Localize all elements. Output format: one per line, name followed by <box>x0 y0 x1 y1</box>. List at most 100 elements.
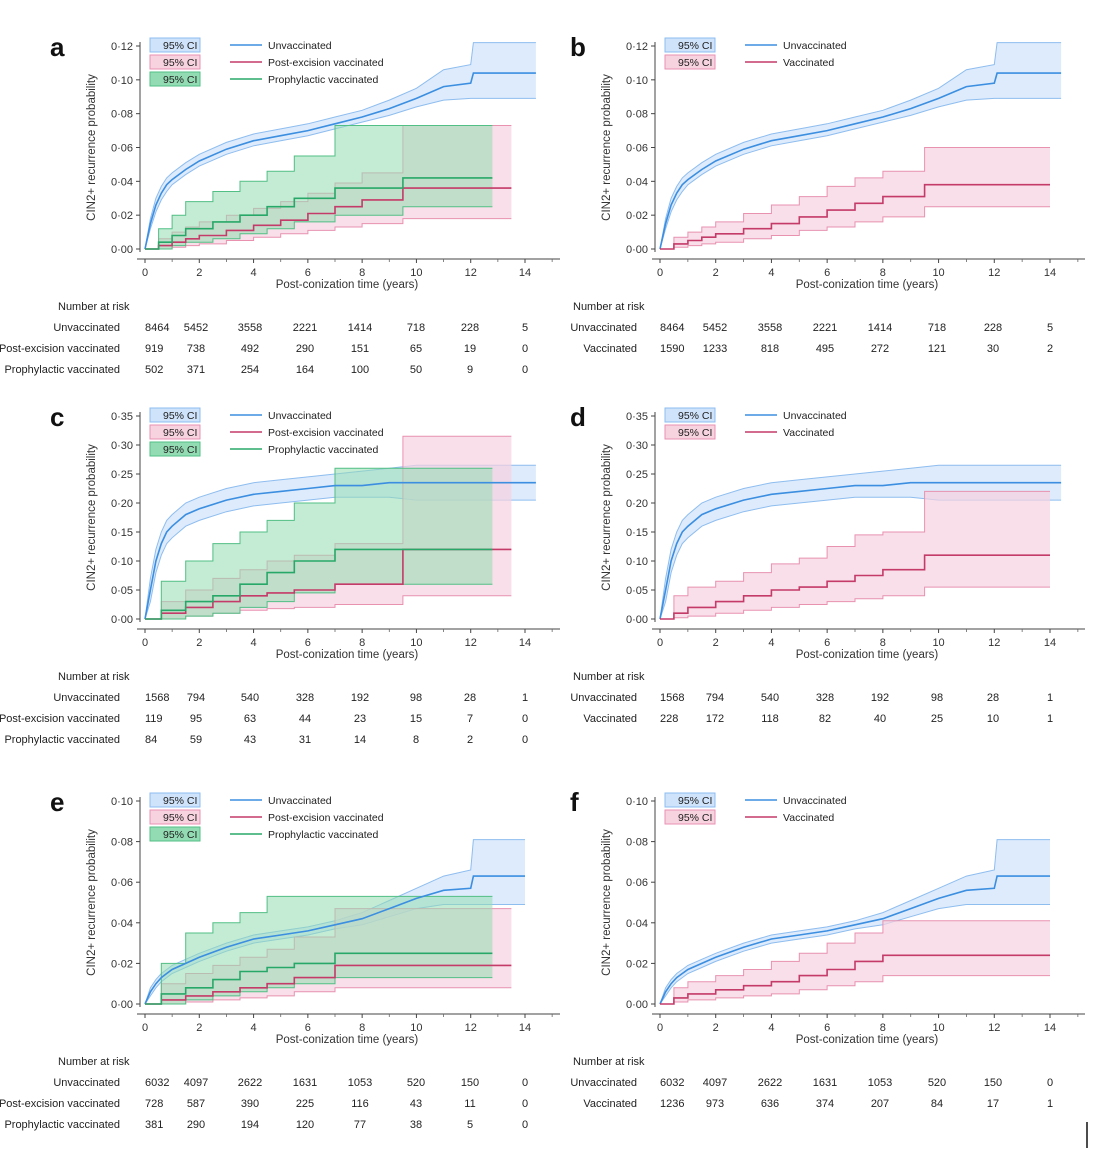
risk-value: 121 <box>928 343 946 355</box>
x-tick-label: 2 <box>196 1022 202 1034</box>
y-tick-label: 0·06 <box>111 877 133 889</box>
y-tick-label: 0·04 <box>626 176 648 188</box>
legend-ci-label: 95% CI <box>678 57 712 69</box>
x-tick-label: 12 <box>465 1022 477 1034</box>
x-axis-label: Post-conization time (years) <box>796 1034 939 1046</box>
y-axis-label: CIN2+ recurrence probability <box>86 829 98 976</box>
risk-table-title: Number at risk <box>573 1056 645 1068</box>
risk-value: 116 <box>351 1098 369 1110</box>
risk-table-title: Number at risk <box>58 1056 130 1068</box>
legend-label: Vaccinated <box>783 427 834 439</box>
ci-band-proph <box>145 125 493 249</box>
ci-lower-vacc <box>660 586 1050 620</box>
panel-e: e CIN2+ recurrence probability 0·00 0·02 0·0… <box>0 787 560 1131</box>
risk-value: 164 <box>296 364 314 376</box>
risk-value: 0 <box>522 343 528 355</box>
x-tick-label: 8 <box>359 637 365 649</box>
risk-value: 0 <box>522 364 528 376</box>
risk-value: 728 <box>145 1098 163 1110</box>
risk-table-title: Number at risk <box>573 671 645 683</box>
ci-lower-vacc <box>660 975 1050 1005</box>
risk-value: 95 <box>190 713 202 725</box>
risk-value: 973 <box>706 1098 724 1110</box>
risk-value: 636 <box>761 1098 779 1110</box>
y-tick-label: 0·06 <box>626 877 648 889</box>
x-tick-label: 0 <box>142 267 148 279</box>
x-tick-label: 12 <box>988 637 1000 649</box>
legend-label: Unvaccinated <box>783 410 847 422</box>
x-tick-label: 6 <box>305 1022 311 1034</box>
y-tick-label: 0·35 <box>626 411 648 423</box>
risk-value: 328 <box>816 692 834 704</box>
risk-value: 150 <box>984 1077 1002 1089</box>
series-line-proph <box>145 548 493 620</box>
risk-value: 1568 <box>660 692 684 704</box>
panel-letter: a <box>50 32 65 62</box>
risk-value: 228 <box>984 322 1002 334</box>
x-axis-label: Post-conization time (years) <box>276 279 419 291</box>
legend-ci-label: 95% CI <box>678 812 712 824</box>
y-tick-label: 0·05 <box>626 585 648 597</box>
risk-value: 77 <box>354 1119 366 1131</box>
legend-label: Vaccinated <box>783 57 834 69</box>
risk-value: 59 <box>190 734 202 746</box>
x-tick-label: 8 <box>359 267 365 279</box>
legend-ci-label: 95% CI <box>678 40 712 52</box>
legend-label: Unvaccinated <box>783 40 847 52</box>
risk-value: 98 <box>931 692 943 704</box>
x-tick-label: 6 <box>305 267 311 279</box>
x-tick-label: 8 <box>880 637 886 649</box>
risk-value: 25 <box>931 713 943 725</box>
series-line-post <box>145 964 512 1005</box>
x-tick-label: 2 <box>713 267 719 279</box>
risk-value: 381 <box>145 1119 163 1131</box>
x-tick-label: 8 <box>880 1022 886 1034</box>
legend-ci-label: 95% CI <box>678 410 712 422</box>
risk-value: 520 <box>407 1077 425 1089</box>
legend-label: Vaccinated <box>783 812 834 824</box>
risk-value: 7 <box>467 713 473 725</box>
x-tick-label: 4 <box>251 267 257 279</box>
risk-value: 119 <box>145 713 163 725</box>
y-tick-label: 0·12 <box>111 41 133 53</box>
y-tick-label: 0·08 <box>626 837 648 849</box>
ci-upper-unvacc <box>659 42 1062 250</box>
x-tick-label: 14 <box>519 1022 531 1034</box>
risk-value: 65 <box>410 343 422 355</box>
y-tick-label: 0·00 <box>626 999 648 1011</box>
risk-row-label: Unvaccinated <box>570 1077 637 1089</box>
y-axis-label: CIN2+ recurrence probability <box>601 74 613 221</box>
x-tick-label: 0 <box>142 1022 148 1034</box>
y-tick-label: 0·00 <box>111 999 133 1011</box>
risk-value: 718 <box>407 322 425 334</box>
risk-row-label: Unvaccinated <box>53 1077 120 1089</box>
risk-value: 43 <box>410 1098 422 1110</box>
risk-value: 1 <box>1047 692 1053 704</box>
risk-row-label: Unvaccinated <box>53 322 120 334</box>
legend-ci-label: 95% CI <box>678 427 712 439</box>
x-tick-label: 2 <box>713 1022 719 1034</box>
risk-row-label: Vaccinated <box>583 1098 637 1110</box>
risk-value: 1414 <box>868 322 892 334</box>
risk-value: 1568 <box>145 692 169 704</box>
ci-upper-proph <box>145 467 493 620</box>
legend-swatch-unvacc <box>664 407 716 423</box>
risk-value: 2221 <box>813 322 837 334</box>
x-tick-label: 4 <box>251 637 257 649</box>
legend-label: Post-excision vaccinated <box>268 427 384 439</box>
legend-ci-label: 95% CI <box>163 40 197 52</box>
risk-value: 192 <box>351 692 369 704</box>
risk-value: 194 <box>241 1119 259 1131</box>
legend-swatch-proph <box>149 441 201 457</box>
risk-value: 371 <box>187 364 205 376</box>
x-axis-label: Post-conization time (years) <box>796 649 939 661</box>
risk-value: 794 <box>187 692 205 704</box>
ci-band-unvacc <box>660 465 1062 619</box>
legend-swatch-post <box>149 809 201 825</box>
series-line-proph <box>145 177 493 250</box>
y-tick-label: 0·30 <box>626 440 648 452</box>
y-tick-label: 0·02 <box>111 210 133 222</box>
risk-value: 38 <box>410 1119 422 1131</box>
series-line-proph <box>145 952 493 1005</box>
risk-value: 225 <box>296 1098 314 1110</box>
